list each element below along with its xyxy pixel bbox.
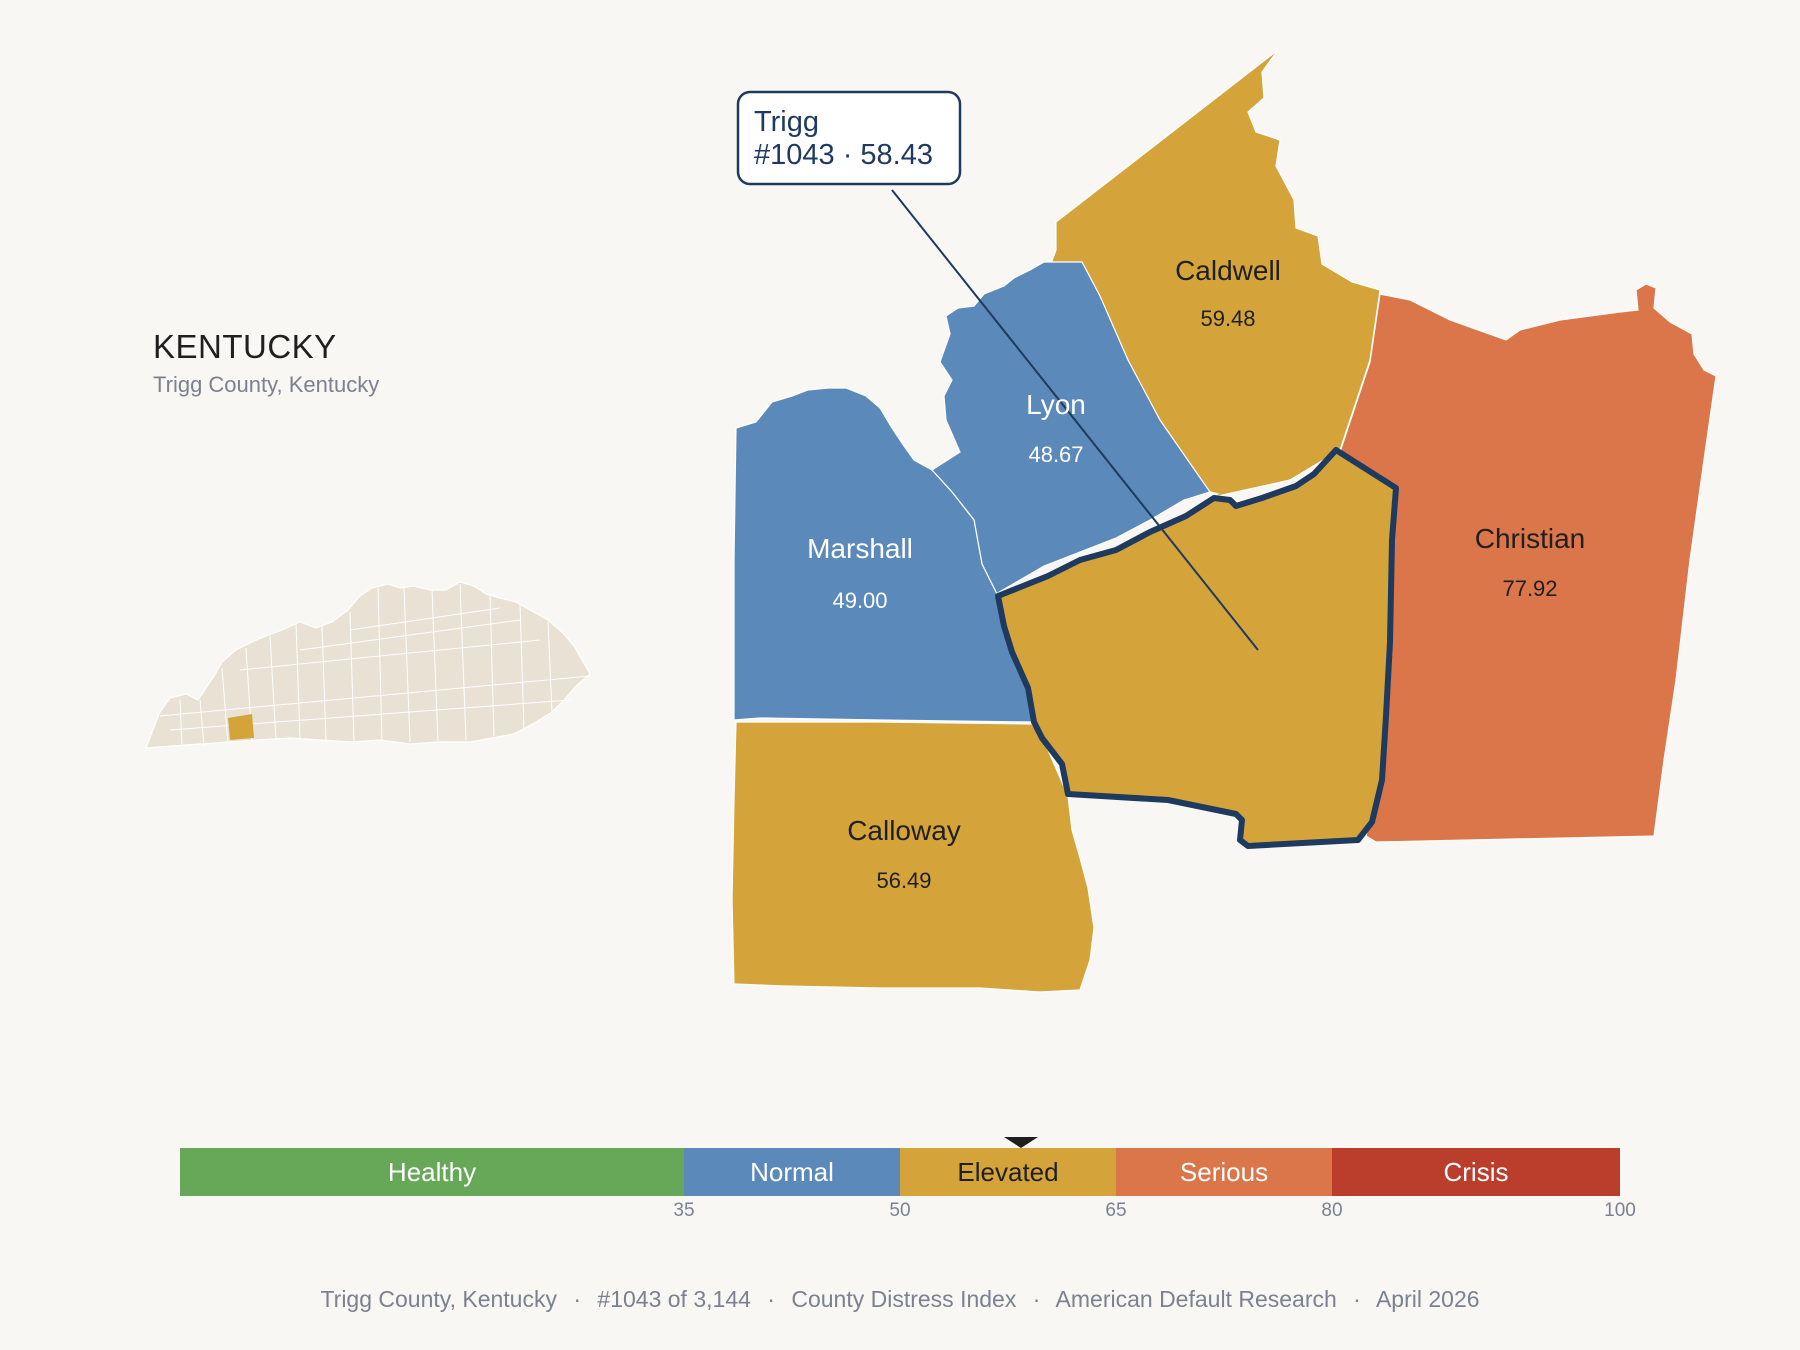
scale-segment-healthy: Healthy [180,1148,684,1196]
county-shapes [731,49,1717,993]
footer-separator: · [1353,1286,1361,1312]
footer-index: County Distress Index [791,1286,1017,1312]
scale-tick-50: 50 [889,1200,911,1221]
scale-tick-35: 35 [673,1200,695,1221]
kentucky-county-lines [159,583,591,747]
county-trigg[interactable] [995,447,1399,849]
label-marshall-value: 49.00 [832,588,887,613]
scale-segment-serious: Serious [1116,1148,1332,1196]
footer-rank: #1043 of 3,144 [597,1286,751,1312]
trigg-inset-highlight [228,714,254,740]
county-labels: Caldwell 59.48 Lyon 48.67 Marshall 49.00… [807,255,1585,893]
footer-county: Trigg County, Kentucky [320,1286,557,1312]
scale-segment-elevated: Elevated [900,1148,1116,1196]
scale-tick-80: 80 [1321,1200,1343,1221]
callout-leader-line [891,189,1259,651]
footer-separator: · [767,1286,775,1312]
scale-tick-65: 65 [1105,1200,1127,1221]
label-calloway-name: Calloway [847,815,961,846]
scale-segment-normal: Normal [684,1148,900,1196]
scale-segment-crisis: Crisis [1332,1148,1620,1196]
label-calloway-value: 56.49 [876,868,931,893]
callout-rank-value: #1043 · 58.43 [754,139,933,171]
label-lyon-name: Lyon [1026,389,1086,420]
footer-separator: · [573,1286,582,1312]
county-marshall[interactable] [733,387,1033,723]
kentucky-inset-map [145,581,591,749]
footer-separator: · [1032,1286,1041,1312]
county-calloway[interactable] [731,721,1095,993]
label-caldwell-name: Caldwell [1175,255,1281,286]
label-caldwell-value: 59.48 [1200,306,1255,331]
distress-scale: Healthy Normal Elevated Serious Crisis [180,1148,1620,1198]
scale-marker [1004,1137,1039,1148]
label-christian-name: Christian [1475,523,1585,554]
label-lyon-value: 48.67 [1028,442,1083,467]
callout-county-name: Trigg [754,106,819,138]
footer: Trigg County, Kentucky · #1043 of 3,144 … [0,1286,1800,1313]
callout-box [736,90,962,186]
state-subtitle: Trigg County, Kentucky [153,372,380,397]
scale-tick-100: 100 [1604,1200,1636,1221]
label-marshall-name: Marshall [807,533,913,564]
label-christian-value: 77.92 [1502,576,1557,601]
state-title: KENTUCKY [153,328,337,365]
footer-date: April 2026 [1375,1286,1480,1312]
footer-source: American Default Research [1055,1286,1337,1312]
county-christian[interactable] [1339,283,1717,843]
